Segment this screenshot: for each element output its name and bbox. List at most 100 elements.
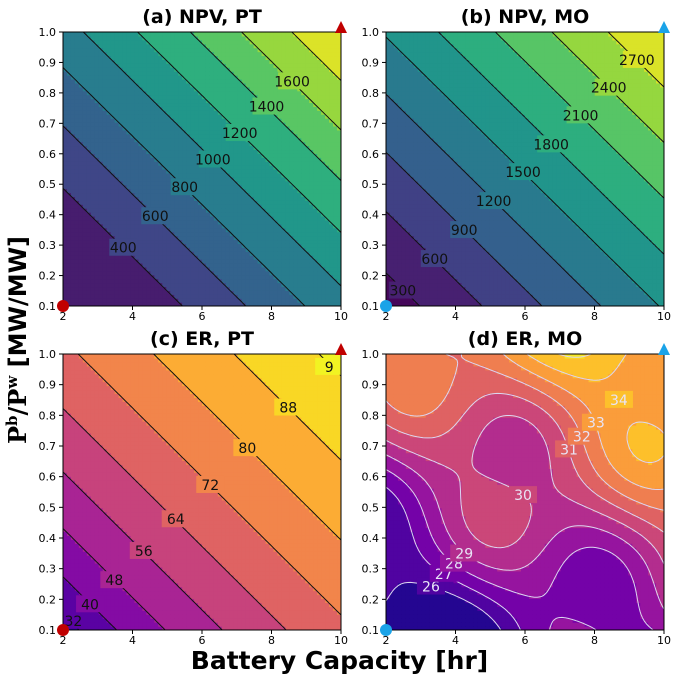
contour-cell (386, 173, 391, 178)
contour-cell (234, 192, 239, 197)
contour-cell (266, 220, 271, 225)
contour-cell (142, 114, 147, 119)
contour-cell (266, 63, 271, 68)
contour-cell (258, 247, 263, 252)
contour-cell (103, 32, 108, 37)
contour-cell (258, 216, 263, 221)
contour-cell (254, 71, 259, 76)
contour-cell (258, 169, 263, 174)
contour-cell (87, 67, 92, 72)
contour-cell (158, 149, 163, 154)
contour-cell (95, 224, 100, 229)
contour-cell (127, 79, 132, 84)
contour-cell (266, 189, 271, 194)
contour-cell (158, 185, 163, 190)
contour-cell (190, 52, 195, 57)
contour-cell (131, 185, 136, 190)
contour-cell (138, 298, 143, 303)
contour-cell (83, 63, 88, 68)
contour-cell (234, 216, 239, 221)
contour-cell (91, 55, 96, 60)
contour-cell (178, 200, 183, 205)
contour-cell (119, 91, 124, 96)
contour-cell (242, 255, 247, 260)
contour-cell (182, 102, 187, 107)
contour-cell (266, 177, 271, 182)
contour-cell (63, 255, 68, 260)
contour-cell (83, 275, 88, 280)
contour-cell (285, 91, 290, 96)
contour-cell (230, 32, 235, 37)
contour-cell (95, 169, 100, 174)
contour-cell (79, 294, 84, 299)
contour-cell (162, 40, 167, 45)
contour-cell (115, 44, 120, 49)
contour-cell (250, 259, 255, 264)
contour-cell (386, 251, 391, 256)
contour-cell (238, 110, 243, 115)
contour-cell (87, 114, 92, 119)
contour-cell (329, 83, 334, 88)
contour-cell (325, 79, 330, 84)
contour-cell (321, 87, 326, 92)
contour-cell (131, 122, 136, 127)
contour-cell (162, 75, 167, 80)
contour-cell (146, 87, 151, 92)
contour-cell (301, 275, 306, 280)
contour-cell (246, 204, 251, 209)
contour-cell (218, 52, 223, 57)
contour-cell (154, 55, 159, 60)
contour-cell (79, 224, 84, 229)
contour-cell (202, 114, 207, 119)
contour-cell (246, 200, 251, 205)
contour-cell (301, 44, 306, 49)
contour-cell (206, 243, 211, 248)
contour-cell (281, 153, 286, 158)
contour-cell (297, 165, 302, 170)
contour-cell (218, 44, 223, 49)
contour-cell (186, 146, 191, 151)
contour-cell (258, 79, 263, 84)
contour-cell (309, 181, 314, 186)
contour-cell (329, 239, 334, 244)
contour-cell (127, 267, 132, 272)
contour-cell (202, 196, 207, 201)
contour-cell (254, 251, 259, 256)
contour-cell (131, 59, 136, 64)
contour-cell (190, 149, 195, 154)
contour-cell (174, 208, 179, 213)
contour-cell (218, 110, 223, 115)
contour-cell (150, 71, 155, 76)
contour-cell (277, 247, 282, 252)
contour-cell (91, 267, 96, 272)
contour-cell (99, 181, 104, 186)
contour-cell (158, 243, 163, 248)
contour-cell (71, 286, 76, 291)
contour-cell (210, 232, 215, 237)
contour-cell (107, 196, 112, 201)
contour-cell (186, 224, 191, 229)
contour-label: 1000 (195, 152, 231, 168)
contour-cell (273, 40, 278, 45)
contour-cell (273, 122, 278, 127)
contour-cell (91, 173, 96, 178)
contour-cell (142, 185, 147, 190)
contour-cell (79, 208, 84, 213)
contour-cell (250, 153, 255, 158)
contour-cell (182, 114, 187, 119)
contour-cell (158, 59, 163, 64)
contour-cell (119, 165, 124, 170)
contour-cell (158, 173, 163, 178)
contour-cell (95, 294, 100, 299)
contour-cell (162, 232, 167, 237)
contour-cell (190, 165, 195, 170)
contour-cell (317, 91, 322, 96)
contour-cell (99, 149, 104, 154)
contour-cell (313, 71, 318, 76)
contour-cell (91, 44, 96, 49)
contour-cell (313, 40, 318, 45)
contour-cell (218, 146, 223, 151)
contour-cell (138, 110, 143, 115)
contour-cell (214, 208, 219, 213)
